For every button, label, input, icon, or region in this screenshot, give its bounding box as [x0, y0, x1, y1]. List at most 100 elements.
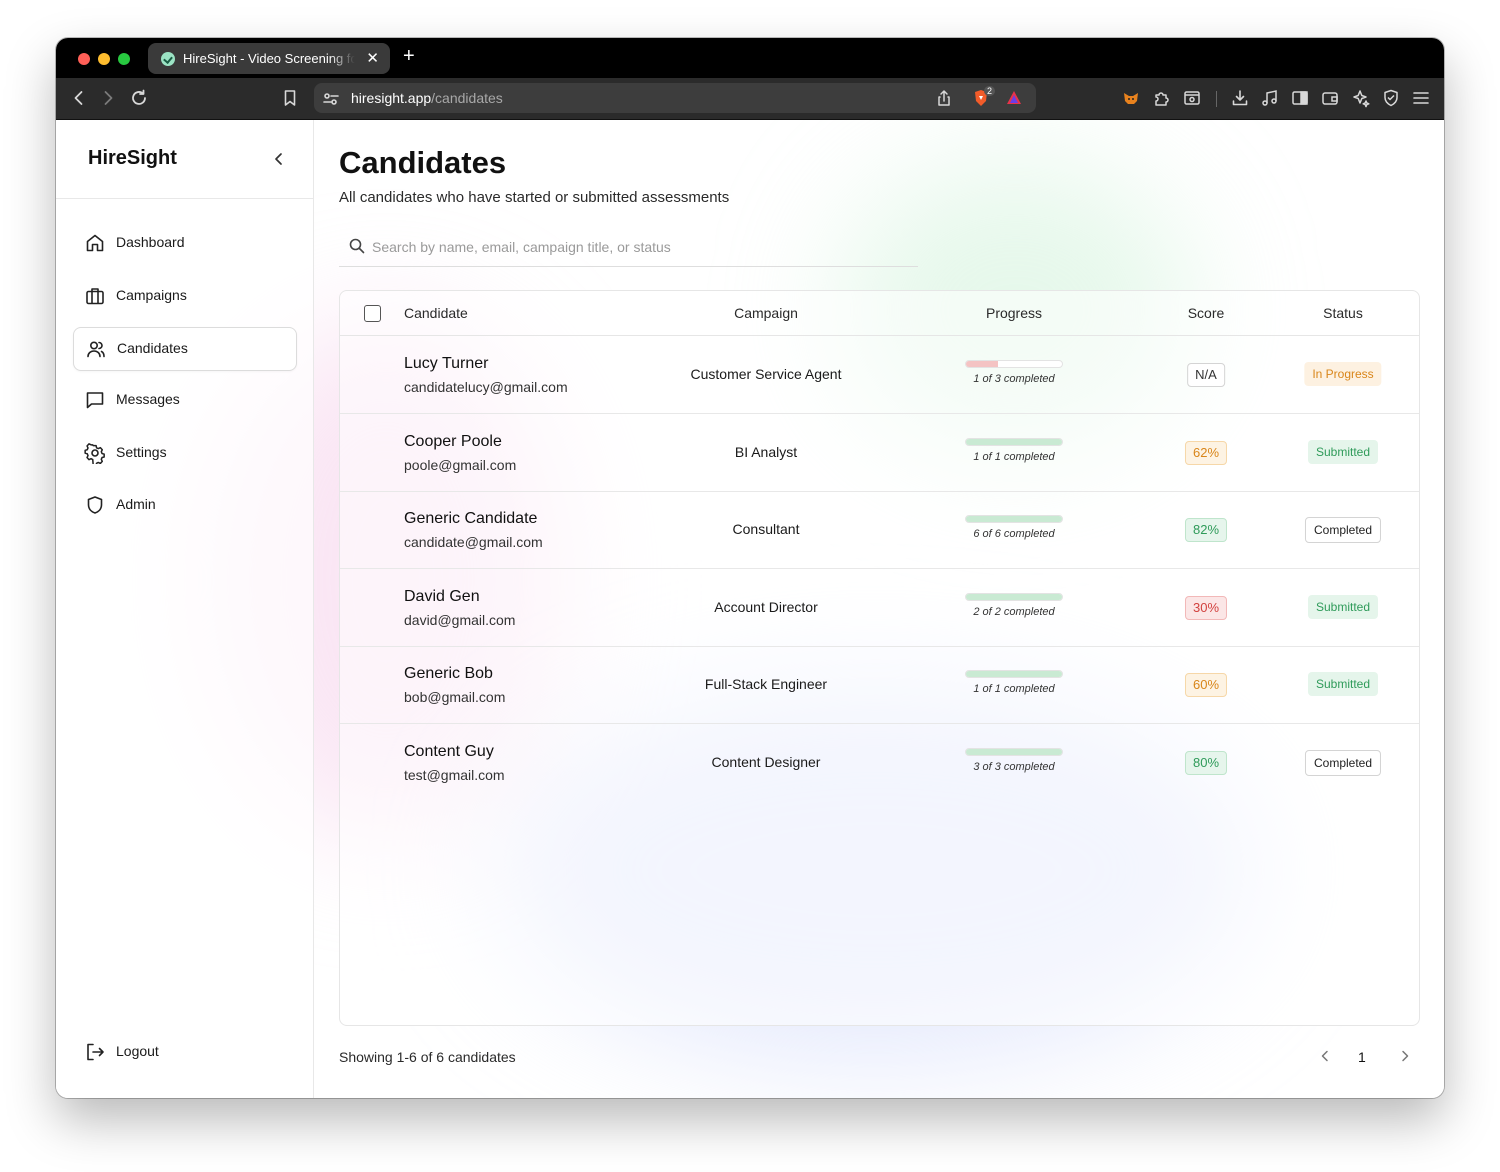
- status-badge: Completed: [1304, 750, 1382, 776]
- sidebar-item-campaigns[interactable]: Campaigns: [73, 275, 295, 317]
- extensions-icon[interactable]: [1152, 88, 1172, 108]
- browser-toolbar: hiresight.app/candidates 2: [56, 78, 1444, 120]
- shields-count-badge: 2: [984, 86, 996, 96]
- campaign-title: Full-Stack Engineer: [704, 676, 828, 693]
- progress-text: 1 of 1 completed: [973, 450, 1055, 463]
- sidebar-item-messages[interactable]: Messages: [73, 379, 295, 421]
- back-icon[interactable]: [69, 88, 89, 108]
- progress-bar: [965, 360, 1063, 368]
- minimize-window-button[interactable]: [98, 53, 110, 65]
- column-header-progress[interactable]: Progress: [985, 305, 1043, 321]
- tab-strip: HireSight - Video Screening for ✕ +: [56, 38, 1444, 78]
- search-input[interactable]: [370, 234, 914, 260]
- progress-indicator: 2 of 2 completed: [965, 592, 1063, 618]
- table-row[interactable]: Content Guy test@gmail.com Content Designe…: [340, 724, 1419, 801]
- progress-fill: [966, 671, 1062, 678]
- page-subtitle: All candidates who have started or submi…: [339, 189, 730, 206]
- leo-ai-icon[interactable]: [1351, 88, 1371, 108]
- tab-close-icon[interactable]: ✕: [366, 50, 379, 67]
- candidate-name[interactable]: Generic Candidate: [404, 510, 538, 528]
- progress-bar: [965, 437, 1063, 446]
- sidebar-divider: [56, 198, 313, 199]
- column-header-campaign[interactable]: Campaign: [734, 305, 798, 321]
- progress-indicator: 1 of 3 completed: [965, 360, 1063, 385]
- sidebar-item-settings[interactable]: Settings: [73, 432, 295, 474]
- campaign-title: BI Analyst: [734, 443, 798, 460]
- campaign-title: Customer Service Agent: [690, 366, 842, 382]
- candidate-name[interactable]: Cooper Poole: [404, 432, 502, 450]
- app-viewport: HireSight Dashboard Campaigns: [56, 120, 1444, 1098]
- status-badge: In Progress: [1304, 362, 1382, 386]
- candidate-name[interactable]: Lucy Turner: [404, 355, 489, 372]
- column-header-candidate[interactable]: Candidate: [404, 305, 468, 321]
- candidate-name[interactable]: David Gen: [404, 587, 480, 605]
- sidebar-toggle-icon[interactable]: [1290, 88, 1310, 108]
- next-page-icon[interactable]: [1396, 1047, 1414, 1065]
- progress-fill: [966, 516, 1062, 523]
- candidate-email: bob@gmail.com: [404, 689, 506, 706]
- candidate-email: candidate@gmail.com: [404, 534, 543, 551]
- metamask-extension-icon[interactable]: [1121, 88, 1141, 108]
- collapse-sidebar-icon[interactable]: [270, 150, 288, 168]
- bookmark-icon[interactable]: [280, 88, 300, 108]
- reader-mode-icon[interactable]: [1182, 88, 1202, 108]
- score-badge: 82%: [1184, 518, 1228, 543]
- new-tab-icon[interactable]: +: [403, 45, 415, 67]
- wallet-icon[interactable]: [1320, 88, 1340, 108]
- favicon-icon: [161, 52, 175, 66]
- site-settings-icon[interactable]: [321, 89, 339, 107]
- progress-bar: [965, 592, 1063, 601]
- close-window-button[interactable]: [78, 53, 90, 65]
- forward-icon[interactable]: [98, 88, 118, 108]
- sidebar-item-admin[interactable]: Admin: [73, 484, 295, 526]
- table-row[interactable]: Cooper Poole poole@gmail.com BI Analyst 1 o…: [340, 414, 1419, 492]
- candidate-email: david@gmail.com: [404, 611, 516, 628]
- search-bar: [339, 226, 918, 267]
- candidate-name[interactable]: Content Guy: [404, 743, 494, 760]
- table-row[interactable]: Generic Bob bob@gmail.com Full-Stack Engin…: [340, 646, 1419, 725]
- message-icon: [84, 389, 106, 411]
- score-badge: 30%: [1184, 595, 1228, 620]
- column-header-status[interactable]: Status: [1323, 305, 1363, 321]
- reload-icon[interactable]: [129, 88, 149, 108]
- candidate-name[interactable]: Generic Bob: [404, 665, 493, 683]
- address-bar[interactable]: hiresight.app/candidates 2: [314, 83, 1036, 113]
- status-badge: Completed: [1304, 517, 1382, 544]
- vpn-shield-icon[interactable]: [1381, 88, 1401, 108]
- progress-text: 2 of 2 completed: [973, 605, 1055, 618]
- table-row[interactable]: David Gen david@gmail.com Account Director…: [340, 569, 1419, 647]
- progress-text: 6 of 6 completed: [973, 528, 1055, 541]
- page-number-button[interactable]: 1: [1358, 1049, 1366, 1065]
- logout-label: Logout: [116, 1043, 159, 1059]
- search-icon: [348, 237, 366, 255]
- sidebar-item-candidates[interactable]: Candidates: [73, 327, 297, 371]
- previous-page-icon[interactable]: [1316, 1047, 1334, 1065]
- progress-text: 1 of 3 completed: [973, 373, 1055, 385]
- main-content: Candidates All candidates who have start…: [314, 120, 1444, 1098]
- share-icon[interactable]: [934, 88, 954, 108]
- shield-icon: [84, 494, 106, 516]
- users-icon: [85, 338, 107, 360]
- candidate-email: test@gmail.com: [404, 767, 505, 783]
- progress-fill: [966, 593, 1062, 600]
- column-header-score[interactable]: Score: [1187, 305, 1225, 321]
- progress-indicator: 1 of 1 completed: [965, 437, 1063, 463]
- table-row[interactable]: Generic Candidate candidate@gmail.com Cons…: [340, 491, 1419, 570]
- brave-rewards-icon[interactable]: [1004, 88, 1024, 108]
- media-icon[interactable]: [1260, 88, 1280, 108]
- progress-bar: [965, 748, 1063, 756]
- table-row[interactable]: Lucy Turner candidatelucy@gmail.com Custom…: [340, 336, 1419, 414]
- zoom-window-button[interactable]: [118, 53, 130, 65]
- toolbar-separator: [1216, 91, 1217, 107]
- menu-icon[interactable]: [1411, 88, 1431, 108]
- select-all-checkbox[interactable]: [364, 305, 381, 322]
- status-badge: Submitted: [1307, 672, 1379, 697]
- candidate-email: poole@gmail.com: [404, 456, 517, 473]
- home-icon: [84, 232, 106, 254]
- logout-button[interactable]: Logout: [73, 1031, 295, 1073]
- sidebar-item-label: Campaigns: [116, 287, 187, 303]
- sidebar-item-dashboard[interactable]: Dashboard: [73, 222, 295, 264]
- score-badge: 62%: [1184, 440, 1228, 465]
- downloads-icon[interactable]: [1230, 88, 1250, 108]
- browser-tab[interactable]: HireSight - Video Screening for ✕: [148, 43, 390, 74]
